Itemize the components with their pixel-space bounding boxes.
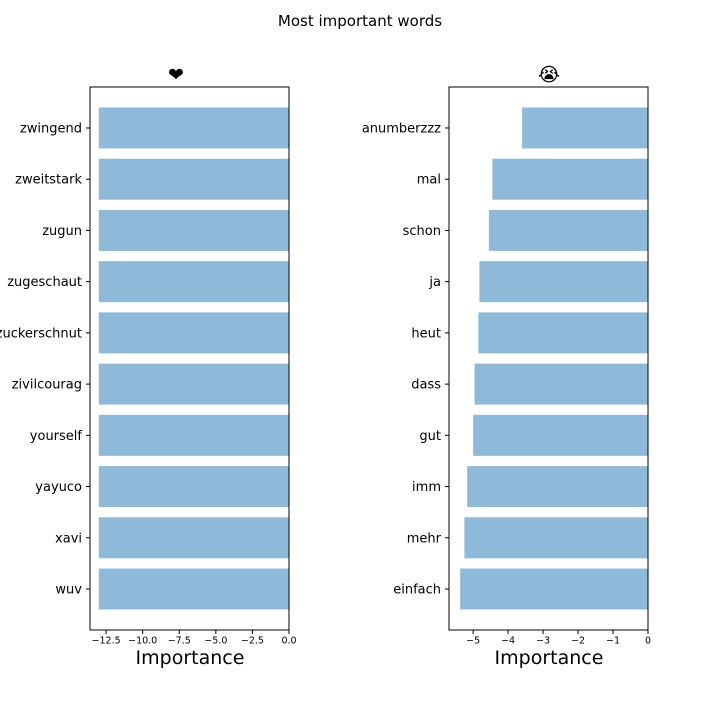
- x-tick-label: −10.0: [128, 636, 157, 647]
- bar-gut: [473, 414, 648, 456]
- bar-zugun: [98, 209, 289, 251]
- bar-einfach: [460, 568, 648, 610]
- category-label: gut: [419, 429, 441, 444]
- bar-ja: [479, 261, 648, 303]
- x-tick-label: −5: [466, 636, 480, 647]
- bar-mehr: [464, 517, 648, 559]
- category-label: mehr: [407, 531, 442, 546]
- bar-zugeschaut: [98, 261, 289, 303]
- x-tick-label: −5.0: [204, 636, 227, 647]
- category-label: zivilcourag: [12, 378, 82, 393]
- bar-heut: [478, 312, 648, 354]
- category-label: heut: [411, 326, 441, 341]
- x-tick-label: −1: [606, 636, 620, 647]
- bar-yourself: [98, 414, 289, 456]
- category-label: zuckerschnut: [0, 326, 82, 341]
- x-tick-label: −2: [571, 636, 585, 647]
- x-axis-label: Importance: [495, 647, 604, 669]
- plot-frame: [89, 86, 290, 631]
- bar-mal: [492, 158, 648, 200]
- category-label: dass: [411, 378, 441, 393]
- category-label: anumberzzz: [362, 121, 441, 136]
- chart-panel-heart: ❤ Importance zwingend zweitstark zugun zuge…: [0, 64, 297, 669]
- x-tick-label: 0: [645, 636, 651, 647]
- bar-zivilcourag: [98, 363, 289, 405]
- x-tick-label: −7.5: [168, 636, 191, 647]
- category-label: zweitstark: [15, 173, 82, 188]
- bar-dass: [474, 363, 648, 405]
- category-label: einfach: [393, 583, 441, 598]
- category-label: mal: [417, 173, 441, 188]
- plot-frame: [448, 86, 649, 631]
- category-label: xavi: [55, 531, 82, 546]
- x-tick-label: −4: [501, 636, 515, 647]
- category-label: zugun: [42, 224, 82, 239]
- bar-imm: [467, 466, 648, 508]
- category-label: schon: [403, 224, 441, 239]
- x-tick-label: −2.5: [241, 636, 264, 647]
- bar-zwingend: [98, 107, 289, 149]
- bar-zweitstark: [98, 158, 289, 200]
- category-label: zugeschaut: [7, 275, 82, 290]
- x-tick-label: 0.0: [281, 636, 296, 647]
- bar-xavi: [98, 517, 289, 559]
- x-tick-label: −12.5: [92, 636, 121, 647]
- panel-title-crying-face-icon: 😭: [538, 64, 560, 86]
- bar-schon: [488, 209, 648, 251]
- figure-title: Most important words: [278, 12, 442, 30]
- bar-zuckerschnut: [98, 312, 289, 354]
- x-tick-label: −3: [536, 636, 550, 647]
- bar-wuv: [98, 568, 289, 610]
- category-label: imm: [412, 480, 441, 495]
- bar-yayuco: [98, 466, 289, 508]
- category-label: wuv: [55, 583, 82, 598]
- category-label: ja: [428, 275, 441, 290]
- category-label: yayuco: [35, 480, 82, 495]
- x-axis-label: Importance: [136, 647, 245, 669]
- panel-title-heart-icon: ❤: [168, 64, 184, 86]
- chart-panel-crying-face: 😭 Importance anumberzzz mal schon ja heut das…: [362, 64, 651, 669]
- bar-anumberzzz: [522, 107, 648, 149]
- category-label: zwingend: [20, 121, 82, 136]
- category-label: yourself: [30, 429, 83, 444]
